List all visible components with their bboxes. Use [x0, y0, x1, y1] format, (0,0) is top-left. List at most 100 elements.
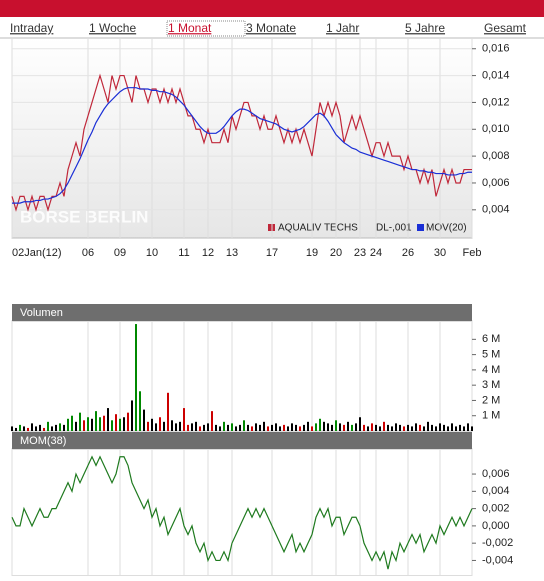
- bar: [151, 418, 153, 431]
- x-tick-label: 11: [178, 247, 189, 259]
- tab[interactable]: 1 Jahr: [326, 21, 359, 35]
- annotation: DL-,001: [376, 223, 412, 234]
- tab[interactable]: 1 Woche: [89, 21, 136, 35]
- bar: [347, 421, 349, 431]
- x-tick-label: Feb: [463, 247, 482, 259]
- bar: [231, 423, 233, 431]
- bar: [147, 421, 149, 431]
- bar: [83, 420, 85, 431]
- panel-header: [12, 432, 472, 449]
- bar: [155, 423, 157, 431]
- bar: [223, 421, 225, 431]
- bar: [367, 426, 369, 431]
- y-tick-label: 3 M: [482, 379, 500, 391]
- bar: [107, 408, 109, 431]
- tab[interactable]: 5 Jahre: [405, 21, 445, 35]
- bar: [215, 424, 217, 431]
- bar: [203, 424, 205, 431]
- bar: [183, 408, 185, 431]
- bar: [11, 426, 13, 431]
- bar: [75, 421, 77, 431]
- y-tick-label: 2 M: [482, 394, 500, 406]
- bar: [431, 424, 433, 431]
- bar: [279, 426, 281, 431]
- x-tick-label: 12: [202, 247, 214, 259]
- y-tick-label: 0,010: [482, 123, 510, 135]
- bar: [319, 418, 321, 431]
- bar: [283, 424, 285, 431]
- legend-label: MOV(20): [426, 223, 467, 234]
- bar: [131, 400, 133, 431]
- tab[interactable]: Gesamt: [484, 21, 527, 35]
- bar: [63, 424, 65, 431]
- bar: [287, 426, 289, 431]
- bar: [383, 421, 385, 431]
- bar: [423, 426, 425, 431]
- bar: [259, 424, 261, 431]
- x-tick-label: 19: [306, 247, 318, 259]
- bar: [179, 421, 181, 431]
- bar: [371, 423, 373, 431]
- bar: [211, 411, 213, 431]
- bar: [343, 424, 345, 431]
- bar: [123, 417, 125, 431]
- bar: [127, 412, 129, 431]
- x-tick-label: 06: [82, 247, 94, 259]
- top-bar: [0, 0, 544, 17]
- bar: [443, 424, 445, 431]
- series-line: [11, 455, 473, 570]
- tab[interactable]: 3 Monate: [246, 21, 296, 35]
- bar: [163, 421, 165, 431]
- bar: [439, 423, 441, 431]
- bar: [23, 426, 25, 431]
- y-tick-label: 1 M: [482, 410, 500, 422]
- bar: [219, 426, 221, 431]
- bar: [27, 427, 29, 431]
- bar: [291, 423, 293, 431]
- bar: [191, 423, 193, 431]
- bar: [139, 391, 141, 431]
- x-tick-label: 17: [266, 247, 278, 259]
- bar: [351, 424, 353, 431]
- bar: [111, 420, 113, 431]
- x-tick-label: 20: [330, 247, 342, 259]
- tab[interactable]: Intraday: [10, 21, 53, 35]
- y-tick-label: 0,004: [482, 204, 510, 216]
- bar: [471, 426, 473, 431]
- bar: [39, 424, 41, 431]
- bar: [427, 421, 429, 431]
- x-tick-label: 02Jan(12): [12, 247, 62, 259]
- bar: [339, 423, 341, 431]
- bar: [455, 426, 457, 431]
- bar: [71, 415, 73, 431]
- bar: [15, 427, 17, 431]
- bar: [59, 423, 61, 431]
- y-tick-label: 0,000: [482, 520, 510, 532]
- bar: [255, 423, 257, 431]
- bar: [263, 421, 265, 431]
- bar: [419, 424, 421, 431]
- legend-label: AQUALIV TECHS: [278, 223, 358, 234]
- y-tick-label: 0,012: [482, 96, 510, 108]
- bar: [35, 426, 37, 431]
- bar: [167, 392, 169, 431]
- bar: [171, 420, 173, 431]
- x-tick-label: 23: [354, 247, 366, 259]
- bar: [363, 424, 365, 431]
- bar: [303, 424, 305, 431]
- bar: [311, 426, 313, 431]
- bar: [451, 423, 453, 431]
- bar: [447, 426, 449, 431]
- watermark: BÖRSE BERLIN: [20, 207, 148, 226]
- bar: [235, 426, 237, 431]
- y-tick-label: 0,008: [482, 150, 510, 162]
- panel-title: MOM(38): [20, 435, 66, 447]
- x-tick-label: 30: [434, 247, 446, 259]
- bar: [95, 411, 97, 431]
- bar: [379, 426, 381, 431]
- tab[interactable]: 1 Monat: [168, 21, 212, 35]
- bar: [227, 424, 229, 431]
- tab-focus: [166, 20, 246, 37]
- bar: [99, 417, 101, 431]
